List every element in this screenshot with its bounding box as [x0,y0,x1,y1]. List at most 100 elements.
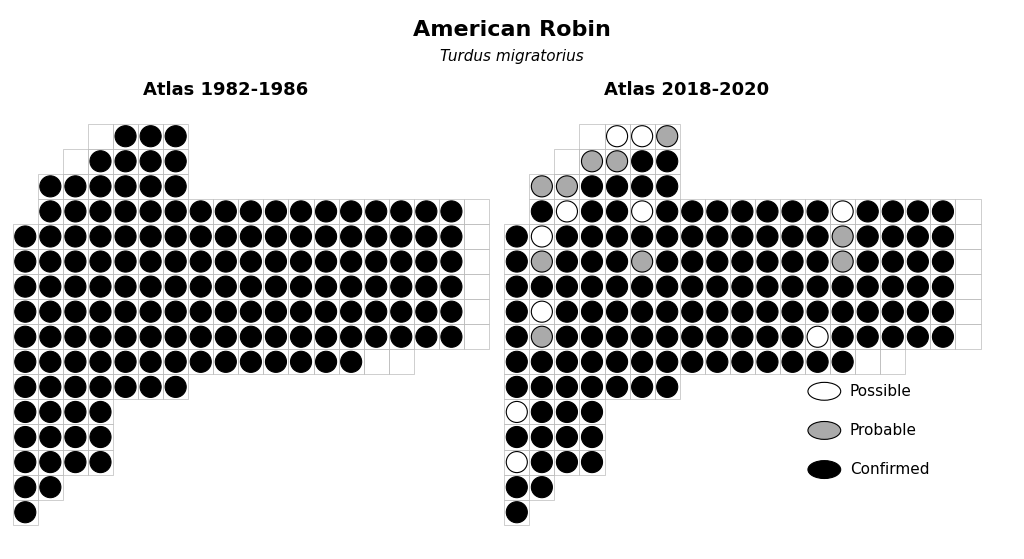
Bar [580,324,604,349]
Bar [604,199,630,224]
Circle shape [165,326,186,347]
Circle shape [65,351,86,372]
Circle shape [165,251,186,272]
Circle shape [215,276,237,297]
Circle shape [632,301,652,322]
Circle shape [606,276,628,297]
Circle shape [190,301,211,322]
Circle shape [165,151,186,172]
Bar [805,249,830,274]
Bar [239,274,263,299]
Circle shape [65,201,86,222]
Bar [239,349,263,375]
Circle shape [883,276,903,297]
Bar [654,324,680,349]
Bar [755,249,780,274]
Circle shape [341,351,361,372]
Circle shape [90,326,111,347]
Circle shape [391,251,412,272]
Bar [38,449,62,475]
Bar [113,149,138,174]
Circle shape [656,201,678,222]
Circle shape [315,201,337,222]
Circle shape [391,226,412,247]
Circle shape [391,276,412,297]
Bar [604,224,630,249]
Bar [239,199,263,224]
Bar [730,324,755,349]
Bar [504,449,529,475]
Bar [755,224,780,249]
Circle shape [215,351,237,372]
Circle shape [315,326,337,347]
Bar [38,324,62,349]
Bar [313,274,339,299]
Circle shape [782,326,803,347]
Bar [313,224,339,249]
Bar [88,149,113,174]
Bar [830,224,855,249]
Bar [213,299,239,324]
Circle shape [807,276,828,297]
Bar [414,224,439,249]
Circle shape [90,301,111,322]
Circle shape [441,301,462,322]
Circle shape [682,351,702,372]
Circle shape [441,226,462,247]
Circle shape [506,251,527,272]
Bar [780,224,805,249]
Bar [62,400,88,424]
Bar [654,375,680,400]
Circle shape [632,376,652,397]
Bar [504,299,529,324]
Circle shape [115,126,136,147]
Bar [705,274,730,299]
Bar [830,199,855,224]
Circle shape [656,301,678,322]
Circle shape [782,201,803,222]
Bar [62,249,88,274]
Bar [780,249,805,274]
Bar [12,449,38,475]
Bar [554,400,580,424]
Circle shape [833,201,853,222]
Circle shape [857,251,879,272]
Circle shape [416,201,437,222]
Bar [580,299,604,324]
Circle shape [632,226,652,247]
Bar [163,174,188,199]
Circle shape [632,151,652,172]
Circle shape [606,376,628,397]
Bar [554,199,580,224]
Bar [138,274,163,299]
Bar [289,274,313,299]
Bar [239,224,263,249]
Bar [364,199,389,224]
Bar [654,199,680,224]
Bar [630,349,654,375]
Bar [239,249,263,274]
Circle shape [782,226,803,247]
Bar [855,299,881,324]
Circle shape [933,226,953,247]
Bar [905,274,931,299]
Bar [881,324,905,349]
Bar [830,249,855,274]
Circle shape [140,251,161,272]
Circle shape [506,301,527,322]
Circle shape [732,326,753,347]
Circle shape [606,151,628,172]
Circle shape [857,226,879,247]
Circle shape [291,276,311,297]
Circle shape [857,276,879,297]
Bar [289,349,313,375]
Circle shape [682,326,702,347]
Circle shape [341,251,361,272]
Circle shape [265,301,287,322]
Circle shape [341,276,361,297]
Bar [88,274,113,299]
Circle shape [582,201,602,222]
Bar [931,249,955,274]
Bar [805,299,830,324]
Bar [504,224,529,249]
